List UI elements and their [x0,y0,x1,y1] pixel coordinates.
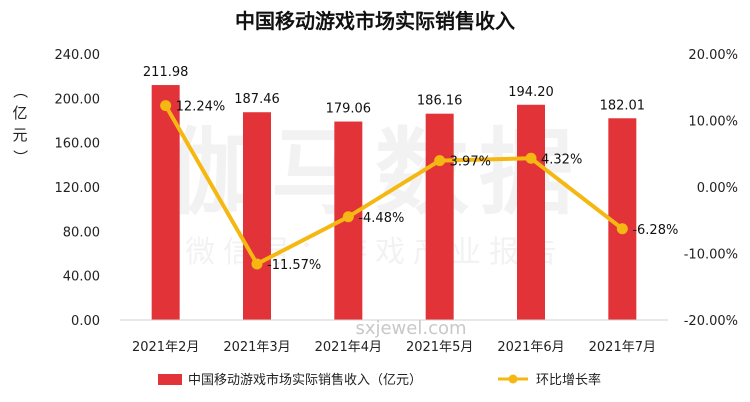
watermark: 伽马数据 微信号：游戏产业报告 [167,119,583,270]
line-point [160,100,172,112]
line-series: 12.24% -11.57% -4.48% 3.97% 4.32% -6.28% [160,100,678,273]
line-point [342,211,354,223]
line-data-label: 4.32% [541,152,582,167]
x-tick-label: 2021年2月 [132,340,199,355]
line-point [616,223,628,235]
line-data-label: -4.48% [358,211,404,226]
y-axis-label-char: 元 [12,126,27,144]
y-axis-label: （ 亿元 ） [11,83,29,164]
line-data-label: 12.24% [176,100,226,115]
legend-bar-label: 中国移动游戏市场实际销售收入（亿元） [188,372,422,388]
x-tick-label: 2021年4月 [315,340,382,355]
legend-line-marker [508,374,518,384]
y-axis-label-char: （ [11,83,29,98]
chart-title: 中国移动游戏市场实际销售收入 [235,9,515,33]
y-right-tick-label: -10.00% [684,248,738,263]
bar [243,112,271,320]
x-tick-label: 2021年3月 [223,340,290,355]
bar [517,104,545,321]
bar-data-label: 194.20 [508,85,554,100]
watermark-brand: 伽马数据 [167,119,583,228]
y-left-tick-label: 160.00 [55,137,101,152]
x-axis-ticks: 2021年2月 2021年3月 2021年4月 2021年5月 2021年6月 2021年… [132,340,656,355]
legend-bar-swatch [158,374,182,385]
legend-line-label: 环比增长率 [536,372,601,388]
line-path [163,104,624,266]
y-axis-left-ticks: 0.00 40.00 80.00 120.00 160.00 200.00 240.00 [55,48,101,329]
line-point [251,258,263,270]
y-left-tick-label: 80.00 [63,225,100,240]
x-tick-label: 2021年6月 [497,340,564,355]
bar-data-label: 179.06 [326,102,372,117]
y-left-tick-label: 200.00 [55,92,101,107]
y-axis-label-char: 亿 [12,104,27,122]
x-tick-label: 2021年7月 [589,340,656,355]
line-data-label: -11.57% [267,258,321,273]
bar-series: 211.98 187.46 179.06 186.16 194.20 182.01 [143,65,646,321]
y-left-tick-label: 120.00 [55,181,101,196]
y-right-tick-label: 10.00% [688,115,738,130]
line-point [434,155,446,167]
bar-data-label: 211.98 [143,65,189,80]
legend: 中国移动游戏市场实际销售收入（亿元） 环比增长率 [158,372,601,388]
line-point [525,152,537,164]
bar-data-label: 182.01 [600,98,646,113]
y-axis-right-ticks: -20.00% -10.00% 0.00% 10.00% 20.00% [684,48,738,329]
line-data-label: -6.28% [632,223,678,238]
line-data-label: 3.97% [450,155,491,170]
watermark-url: sxjewel.com [355,318,466,339]
y-right-tick-label: 20.00% [688,48,738,63]
bar [425,113,454,320]
y-left-tick-label: 240.00 [55,48,101,63]
y-right-tick-label: -20.00% [684,314,738,329]
y-left-tick-label: 40.00 [63,270,100,285]
y-right-tick-label: 0.00% [697,181,738,196]
y-left-tick-label: 0.00 [71,314,100,329]
x-tick-label: 2021年5月 [406,340,473,355]
y-axis-label-char: ） [11,149,29,164]
bar-data-label: 186.16 [417,94,463,109]
bar-data-label: 187.46 [234,92,280,107]
